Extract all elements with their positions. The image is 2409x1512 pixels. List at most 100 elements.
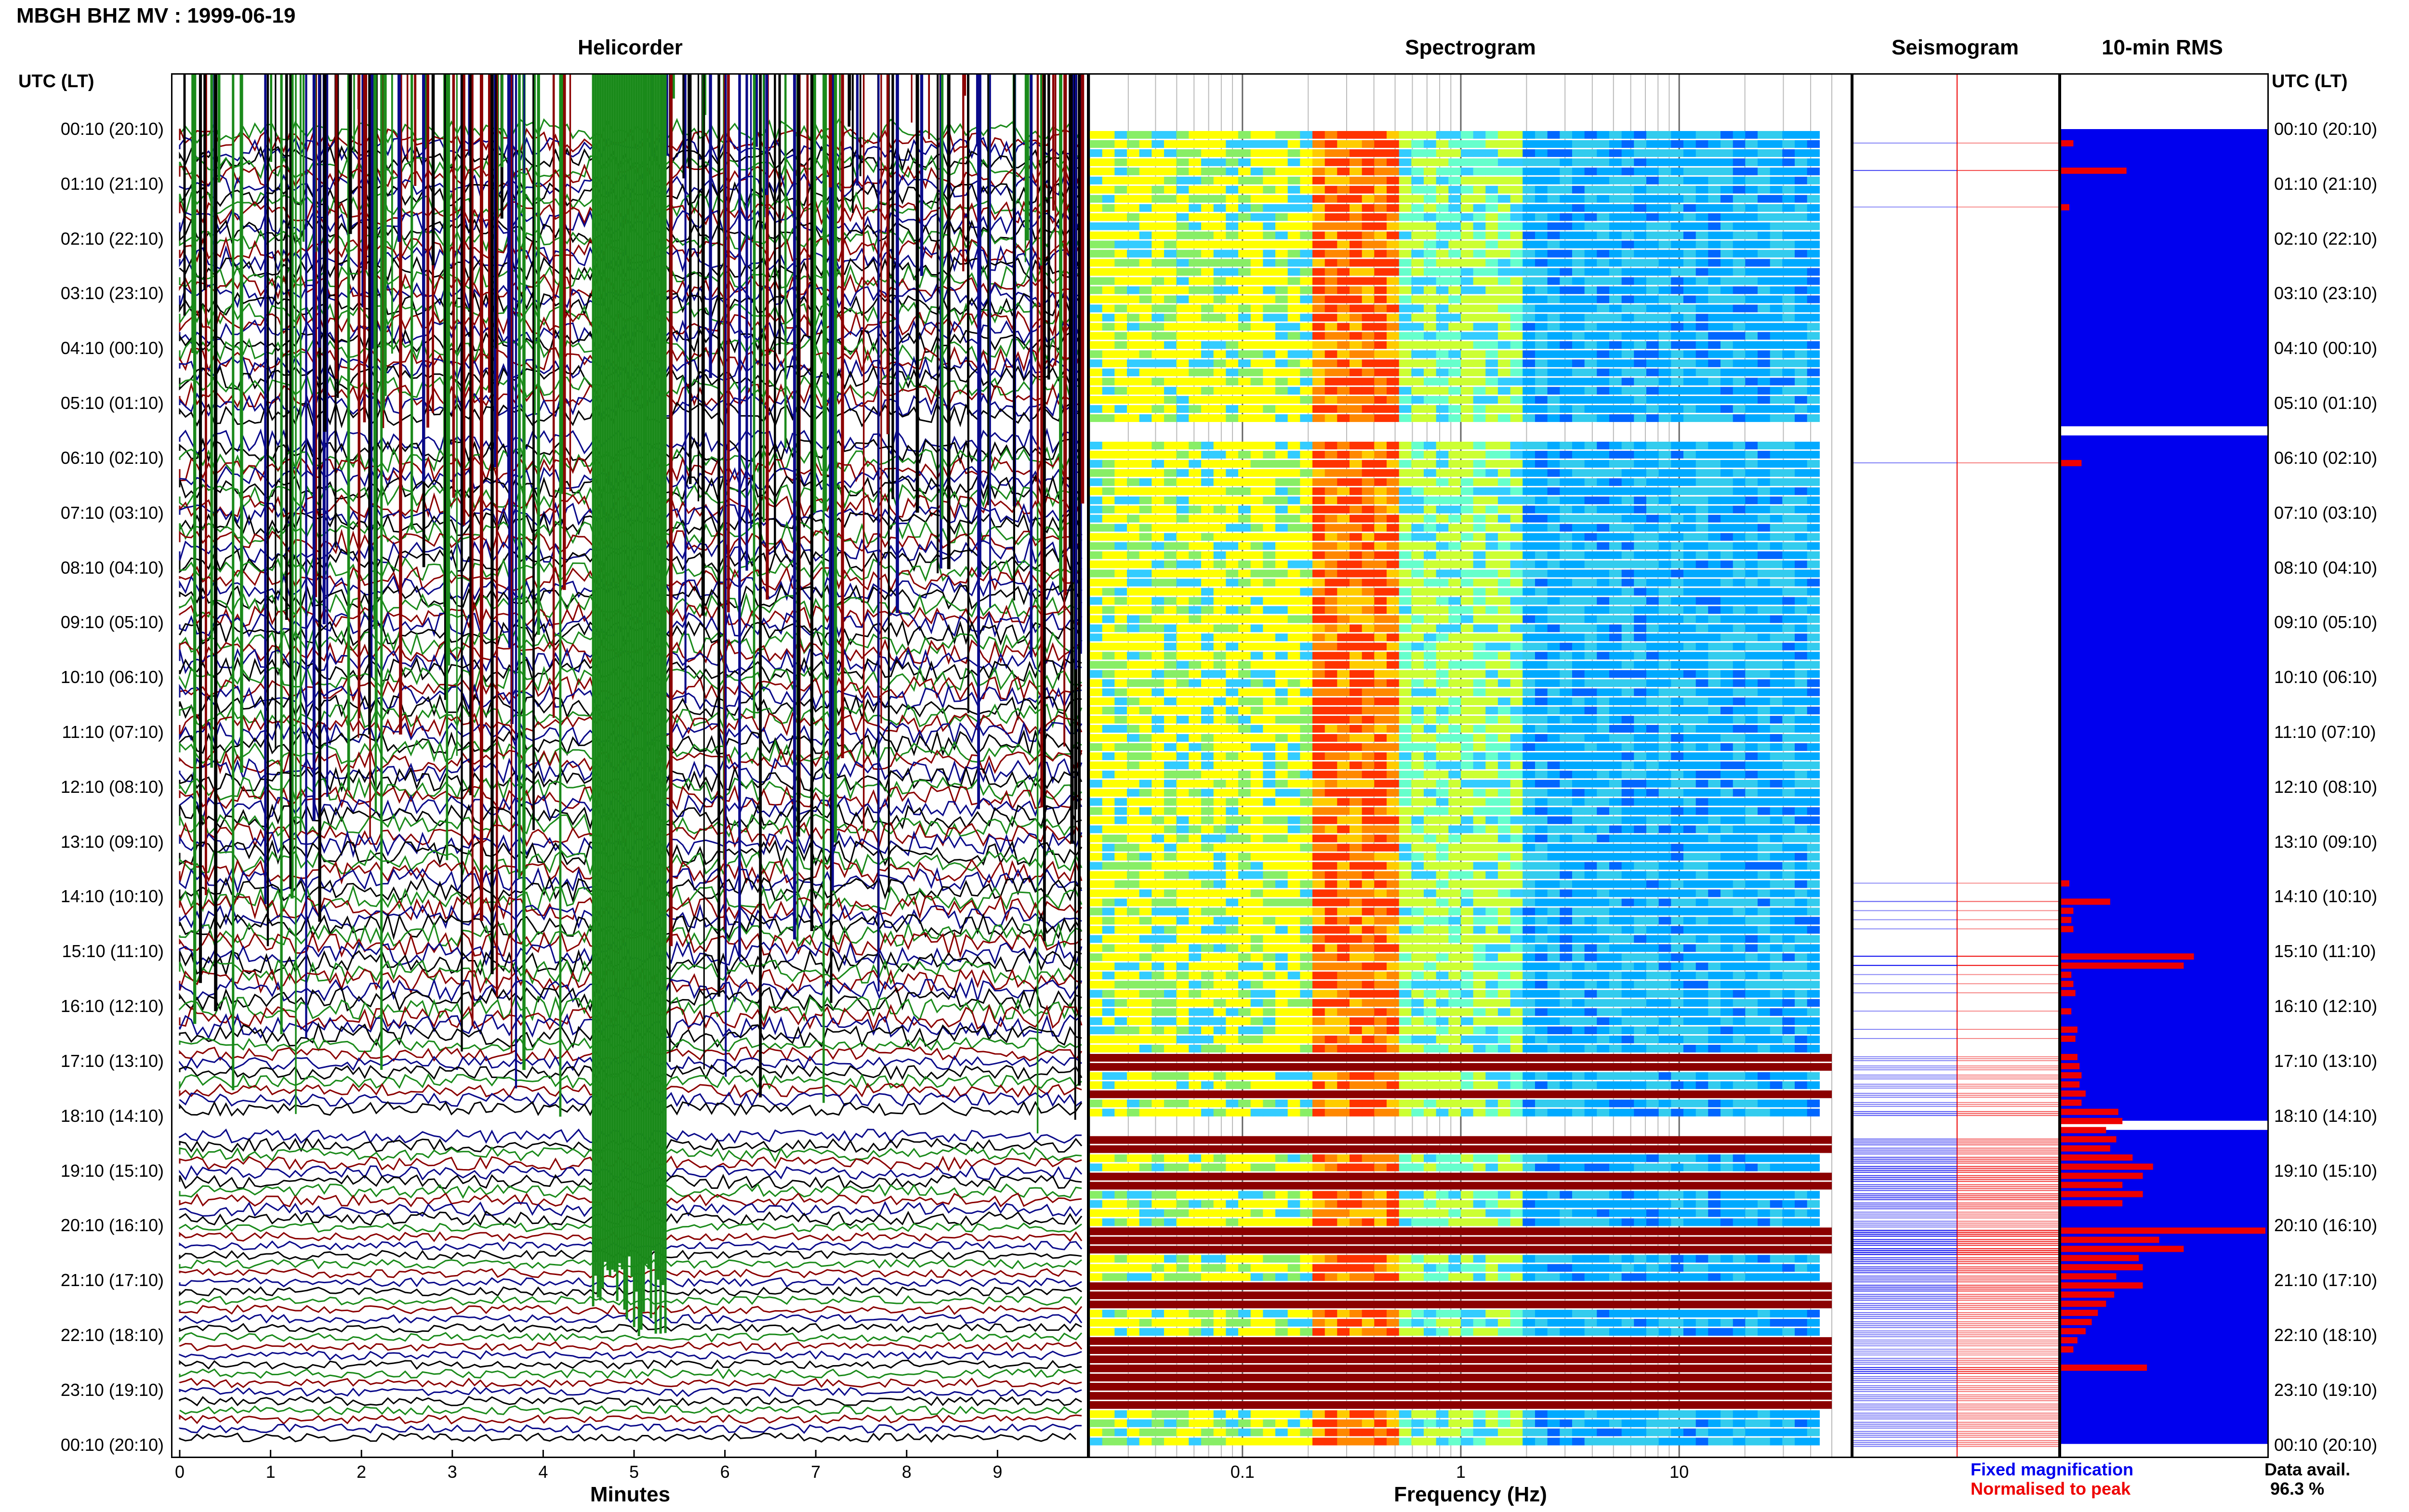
spectrogram-cell — [1535, 670, 1548, 678]
spectrogram-cell — [1152, 158, 1165, 166]
spectrogram-cell — [1424, 259, 1437, 267]
spectrogram-cell — [1560, 725, 1573, 733]
spectrogram-cell — [1671, 176, 1684, 184]
spectrogram-cell — [1374, 679, 1387, 687]
spectrogram-cell — [1312, 606, 1325, 614]
spectrogram-cell — [1250, 222, 1263, 230]
spectrogram-cell — [1275, 469, 1288, 477]
spectrogram-cell — [1238, 716, 1251, 724]
spectrogram-cell — [1300, 387, 1313, 395]
spectrogram-cell — [1176, 450, 1189, 459]
spectrogram-cell — [1485, 387, 1498, 395]
spectrogram-cell — [1213, 332, 1226, 340]
spectrogram-cell — [1436, 487, 1449, 495]
spectrogram-cell — [1560, 569, 1573, 578]
spectrogram-cell — [1547, 661, 1560, 669]
spectrogram-cell — [1621, 716, 1634, 724]
spectrogram-cell — [1090, 350, 1103, 358]
spectrogram-cell — [1189, 231, 1202, 239]
spectrogram-cell — [1807, 597, 1820, 605]
spectrogram-cell — [1448, 679, 1461, 687]
spectrogram-cell — [1646, 140, 1659, 148]
spectrogram-cell — [1164, 140, 1177, 148]
spectrogram-cell — [1152, 834, 1165, 842]
spectrogram-cell — [1114, 359, 1127, 368]
spectrogram-cell — [1461, 569, 1474, 578]
spectrogram-cell — [1807, 332, 1820, 340]
spectrogram-cell — [1461, 131, 1474, 139]
spectrogram-cell — [1324, 606, 1337, 614]
spectrogram-cell — [1312, 734, 1325, 742]
spectrogram-cell — [1164, 505, 1177, 513]
spectrogram-cell — [1287, 158, 1300, 166]
spectrogram-cell — [1671, 231, 1684, 239]
spectrogram-cell — [1560, 560, 1573, 568]
spectrogram-cell — [1387, 707, 1400, 715]
spectrogram-cell — [1745, 323, 1758, 331]
spectrogram-cell — [1461, 697, 1474, 706]
spectrogram-cell — [1522, 158, 1535, 166]
spectrogram-cell — [1114, 697, 1127, 706]
spectrogram-cell — [1201, 524, 1214, 532]
spectrogram-cell — [1189, 167, 1202, 175]
spectrogram-cell — [1090, 414, 1103, 422]
spectrogram-cell — [1584, 222, 1597, 230]
spectrogram-cell — [1498, 222, 1511, 230]
spectrogram-cell — [1350, 350, 1363, 358]
spectrogram-cell — [1164, 752, 1177, 760]
spectrogram-cell — [1695, 268, 1708, 276]
spectrogram-cell — [1312, 588, 1325, 596]
spectrogram-cell — [1646, 825, 1659, 833]
spectrogram-cell — [1721, 487, 1734, 495]
spectrogram-cell — [1250, 149, 1263, 157]
spectrogram-cell — [1695, 798, 1708, 806]
spectrogram-cell — [1695, 743, 1708, 751]
spectrogram-cell — [1424, 588, 1437, 596]
spectrogram-cell — [1201, 560, 1214, 568]
spectrogram-cell — [1708, 597, 1721, 605]
spectrogram-cell — [1807, 816, 1820, 824]
spectrogram-cell — [1152, 807, 1165, 815]
spectrogram-cell — [1350, 478, 1363, 486]
spectrogram-cell — [1238, 560, 1251, 568]
spectrogram-cell — [1671, 185, 1684, 194]
spectrogram-cell — [1362, 222, 1375, 230]
spectrogram-cell — [1139, 624, 1152, 632]
spectrogram-cell — [1584, 761, 1597, 769]
spectrogram-cell — [1324, 323, 1337, 331]
spectrogram-cell — [1461, 176, 1474, 184]
spectrogram-cell — [1127, 551, 1140, 559]
spectrogram-cell — [1547, 304, 1560, 313]
spectrogram-cell — [1634, 167, 1647, 175]
spectrogram-cell — [1189, 487, 1202, 495]
spectrogram-cell — [1424, 149, 1437, 157]
spectrogram-cell — [1424, 807, 1437, 815]
spectrogram-cell — [1770, 176, 1783, 184]
spectrogram-cell — [1597, 661, 1610, 669]
spectrogram-cell — [1498, 615, 1511, 623]
spectrogram-cell — [1201, 259, 1214, 267]
spectrogram-cell — [1510, 661, 1523, 669]
spectrogram-cell — [1263, 688, 1276, 697]
spectrogram-cell — [1424, 707, 1437, 715]
spectrogram-cell — [1498, 286, 1511, 294]
spectrogram-cell — [1424, 304, 1437, 313]
spectrogram-cell — [1795, 213, 1808, 221]
spectrogram-cell — [1560, 816, 1573, 824]
spectrogram-cell — [1473, 697, 1486, 706]
spectrogram-cell — [1485, 843, 1498, 852]
spectrogram-cell — [1461, 834, 1474, 842]
spectrogram-cell — [1399, 314, 1412, 322]
spectrogram-cell — [1621, 825, 1634, 833]
spectrogram-cell — [1250, 688, 1263, 697]
spectrogram-cell — [1646, 250, 1659, 258]
spectrogram-cell — [1362, 387, 1375, 395]
spectrogram-cell — [1238, 167, 1251, 175]
spectrogram-cell — [1782, 259, 1795, 267]
spectrogram-cell — [1337, 834, 1350, 842]
spectrogram-cell — [1139, 268, 1152, 276]
spectrogram-cell — [1473, 167, 1486, 175]
spectrogram-cell — [1758, 131, 1771, 139]
spectrogram-cell — [1609, 414, 1622, 422]
spectrogram-cell — [1745, 569, 1758, 578]
